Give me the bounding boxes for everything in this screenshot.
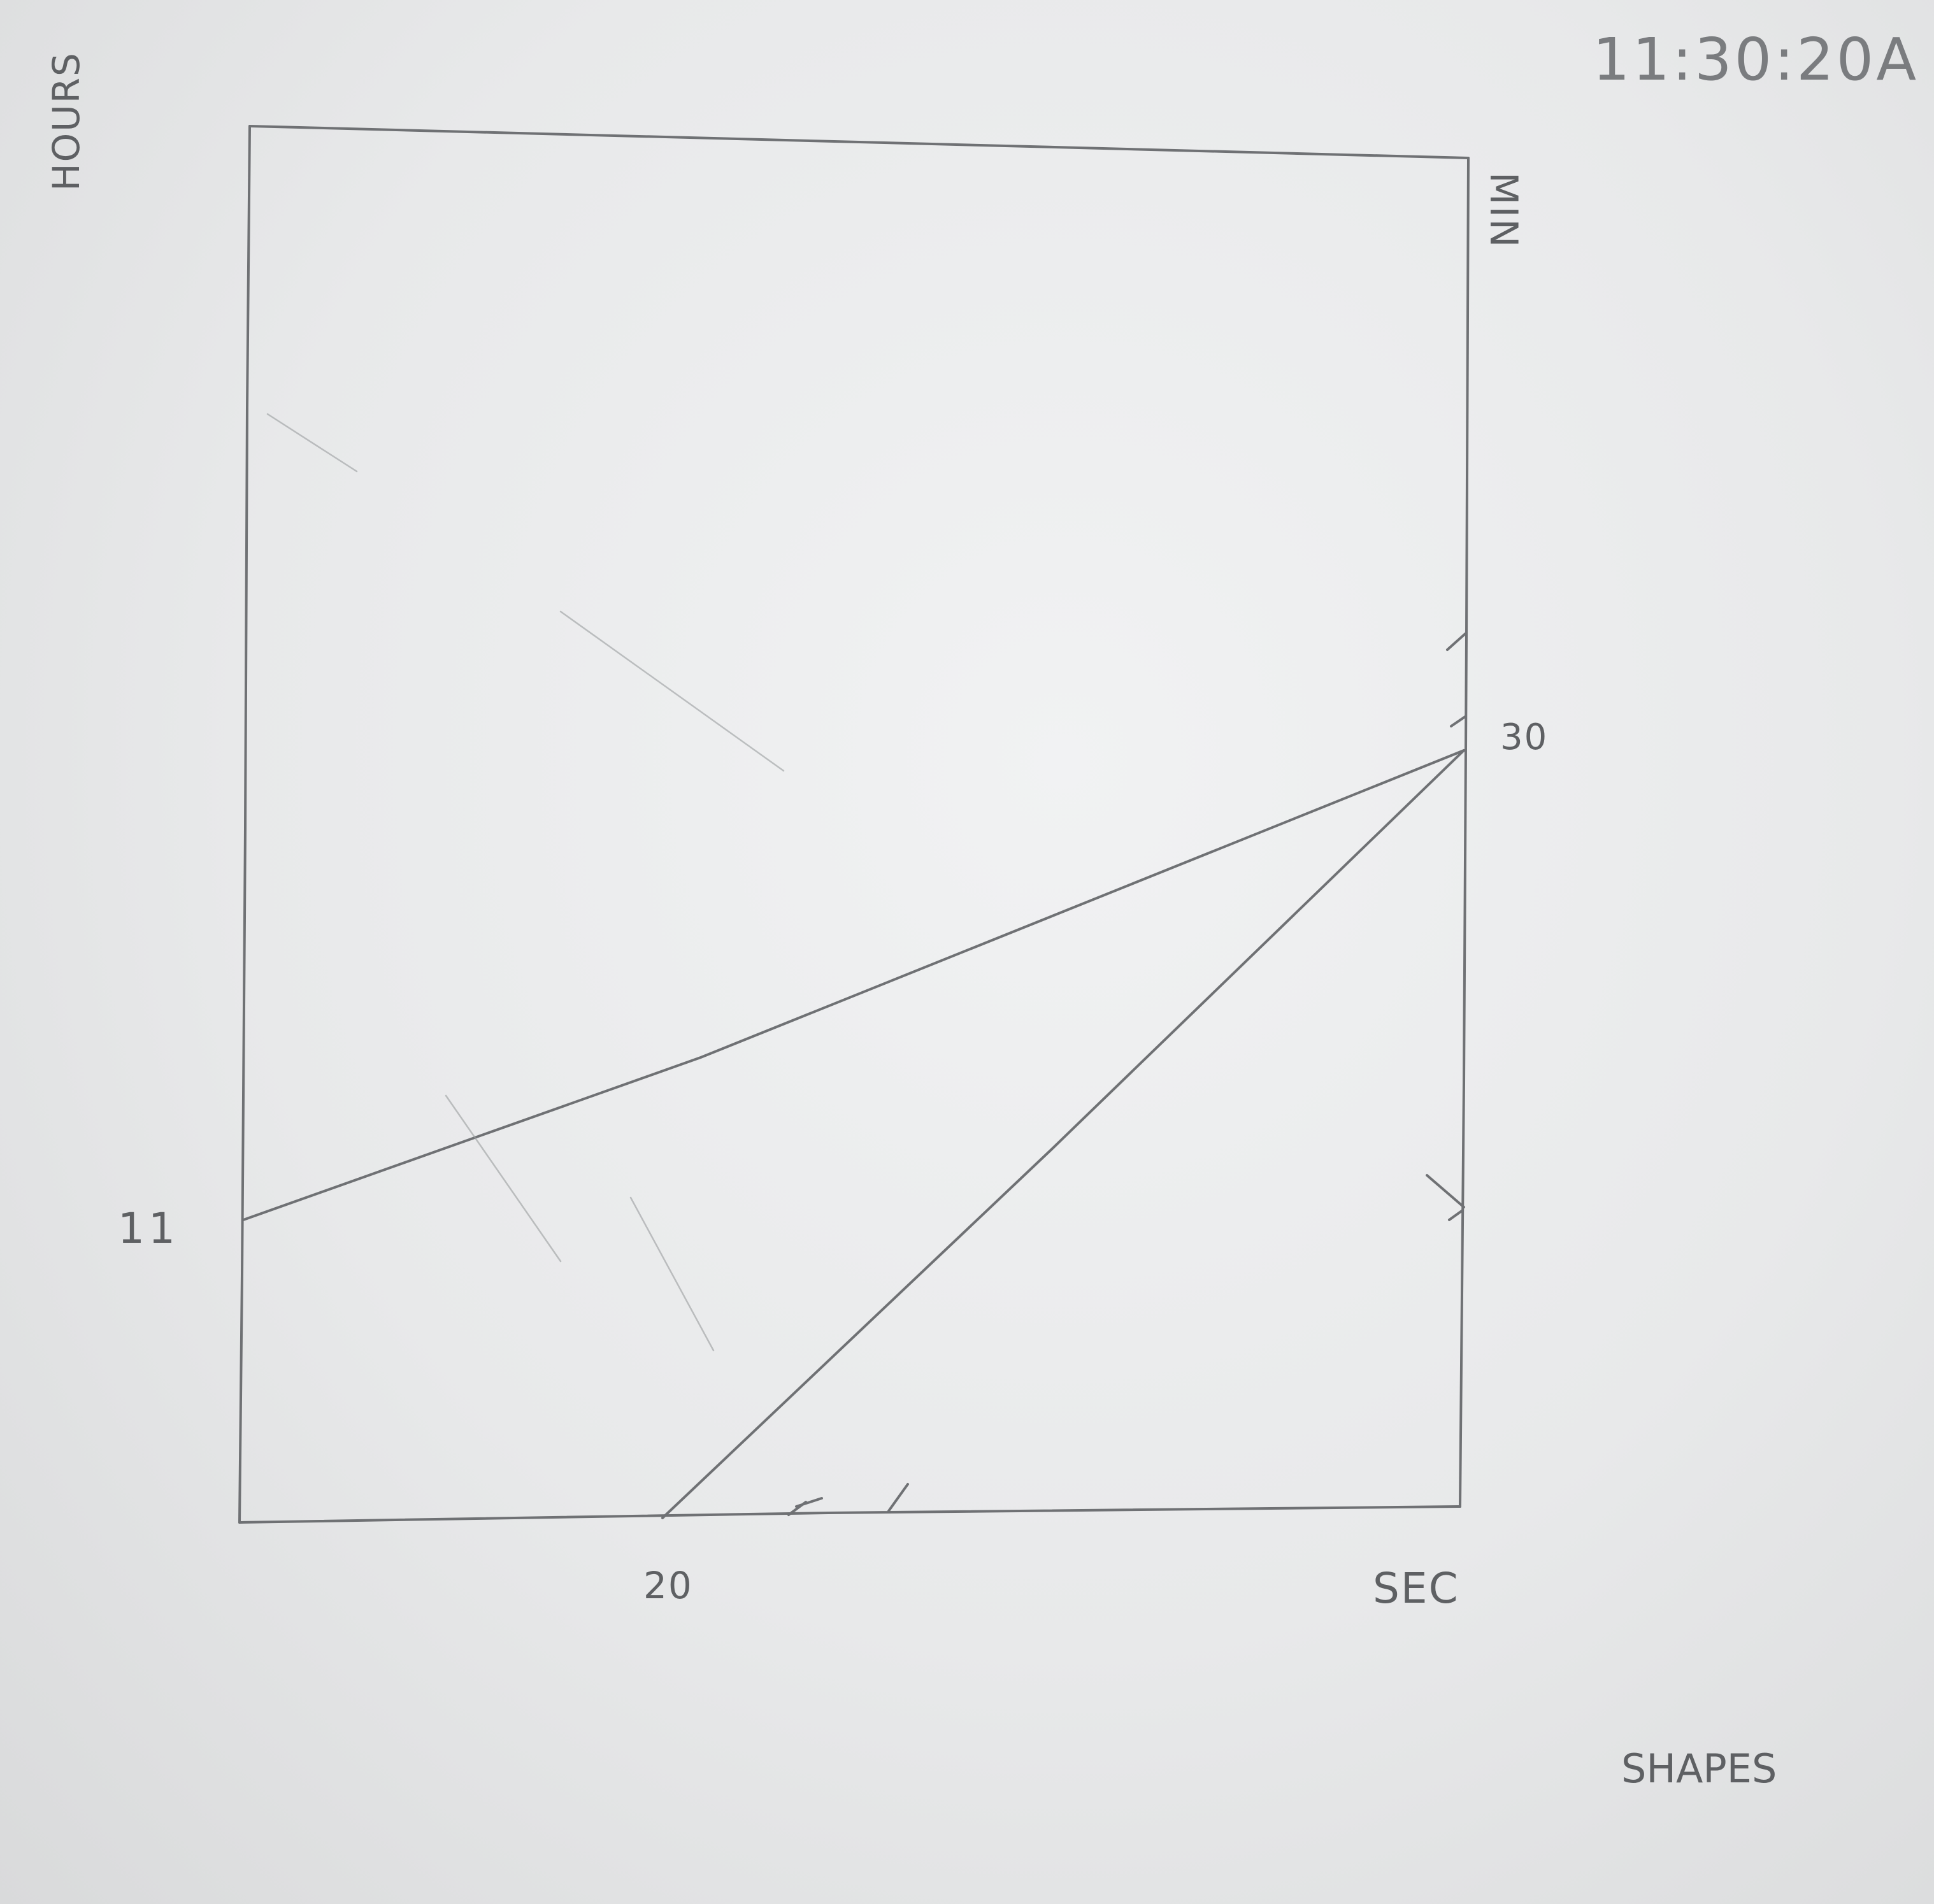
line-sec-to-min bbox=[661, 749, 1465, 1519]
axis-bottom-label: SEC bbox=[1373, 1564, 1459, 1613]
tick-mark-bottom-1 bbox=[787, 1497, 823, 1516]
tick-mark-right-3 bbox=[1426, 1174, 1465, 1221]
frame-right-edge bbox=[1459, 157, 1470, 1508]
axis-right-label: MIN bbox=[1481, 172, 1526, 249]
tick-label-min: 30 bbox=[1500, 717, 1549, 758]
tick-label-hours: 11 bbox=[118, 1204, 179, 1253]
frame-top-edge bbox=[248, 125, 1470, 159]
caption-label: SHAPES bbox=[1621, 1745, 1777, 1792]
tick-mark-right-1 bbox=[1446, 633, 1466, 651]
erased-guide-1 bbox=[266, 413, 358, 473]
tick-mark-bottom-2 bbox=[887, 1483, 909, 1512]
time-label: 11:30:20A bbox=[1593, 25, 1919, 94]
erased-guide-2 bbox=[559, 610, 785, 772]
tick-mark-right-2 bbox=[1450, 715, 1466, 727]
frame-left-edge bbox=[238, 125, 251, 1524]
erased-guide-3 bbox=[445, 1094, 562, 1263]
erased-guide-4 bbox=[629, 1196, 715, 1352]
frame-bottom-edge bbox=[238, 1505, 1461, 1524]
tick-label-sec: 20 bbox=[643, 1564, 693, 1607]
line-hours-to-min bbox=[242, 749, 1465, 1221]
axis-left-label: HOURS bbox=[45, 52, 88, 191]
